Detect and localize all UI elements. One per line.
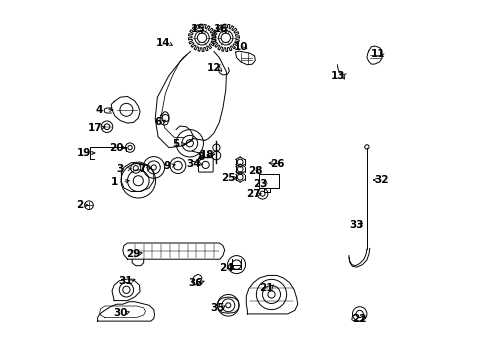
Text: 2: 2 — [76, 200, 83, 210]
Text: 36: 36 — [188, 278, 203, 288]
Text: 28: 28 — [247, 166, 262, 176]
Bar — [258, 174, 278, 188]
Text: 20: 20 — [109, 143, 123, 153]
Text: 14: 14 — [156, 38, 170, 48]
Text: 34: 34 — [186, 159, 201, 169]
Text: 18: 18 — [199, 150, 214, 160]
Text: 24: 24 — [219, 263, 233, 273]
Text: 23: 23 — [253, 179, 267, 189]
Text: 9: 9 — [163, 161, 170, 171]
Text: 4: 4 — [95, 105, 102, 115]
Text: 17: 17 — [88, 123, 102, 133]
Text: 7: 7 — [138, 164, 145, 174]
Text: 10: 10 — [233, 42, 247, 52]
Text: 21: 21 — [258, 283, 273, 293]
Text: 15: 15 — [190, 24, 204, 34]
Text: 31: 31 — [118, 276, 133, 286]
Text: 26: 26 — [269, 159, 284, 169]
Text: 19: 19 — [77, 148, 91, 158]
Text: 12: 12 — [206, 63, 221, 73]
Text: 30: 30 — [113, 308, 127, 318]
Text: 5: 5 — [172, 139, 180, 149]
Text: 13: 13 — [330, 71, 345, 81]
Text: 22: 22 — [352, 314, 366, 324]
Text: 11: 11 — [370, 49, 384, 59]
Text: 3: 3 — [117, 164, 123, 174]
Text: 32: 32 — [373, 175, 388, 185]
Text: 33: 33 — [348, 220, 363, 230]
Text: 8: 8 — [197, 152, 204, 162]
Text: 16: 16 — [213, 24, 228, 34]
Text: 27: 27 — [245, 189, 260, 199]
Text: 6: 6 — [154, 117, 162, 127]
Text: 1: 1 — [111, 177, 118, 187]
Text: 35: 35 — [210, 303, 224, 313]
Text: 29: 29 — [125, 249, 140, 259]
Text: 25: 25 — [221, 173, 235, 183]
